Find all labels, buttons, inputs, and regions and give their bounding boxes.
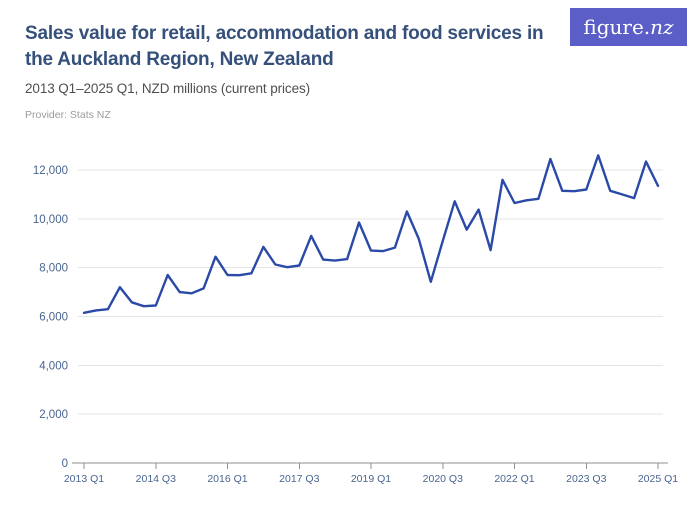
- x-tick-label: 2025 Q1: [638, 473, 678, 485]
- y-gridlines: [78, 169, 663, 415]
- x-tick-label: 2013 Q1: [64, 473, 104, 485]
- y-tick-label: 6,000: [39, 312, 68, 324]
- provider-label: Provider: Stats NZ: [25, 109, 111, 122]
- chart-canvas: 0 2,000 4,000 6,000 8,000 10,000 12,000 2013 Q1…: [33, 154, 678, 485]
- sales-line-series: [82, 154, 660, 315]
- x-axis-labels: 2013 Q1 2014 Q3 2016 Q1 2017 Q3 2019 Q1 2020 …: [64, 473, 678, 485]
- page-title-line1: Sales value for retail, accommodation an…: [25, 23, 544, 44]
- line-chart: 0 2,000 4,000 6,000 8,000 10,000 12,000 2013 Q1…: [0, 140, 700, 525]
- x-tick-label: 2022 Q1: [494, 473, 534, 485]
- y-tick-label: 0: [62, 458, 68, 470]
- y-axis-labels: 0 2,000 4,000 6,000 8,000 10,000 12,000: [33, 165, 68, 470]
- page-title: Sales value for retail, accommodation an…: [25, 21, 585, 72]
- y-tick-label: 2,000: [39, 409, 68, 421]
- x-tick-label: 2014 Q3: [136, 473, 176, 485]
- x-tick-label: 2016 Q1: [207, 473, 247, 485]
- x-tick-marks: [83, 463, 659, 469]
- y-tick-label: 10,000: [33, 214, 68, 226]
- y-tick-label: 4,000: [39, 360, 68, 372]
- x-tick-label: 2019 Q1: [351, 473, 391, 485]
- x-tick-label: 2017 Q3: [279, 473, 319, 485]
- figure-nz-logo-text: figure.nz: [583, 15, 674, 39]
- y-tick-label: 12,000: [33, 165, 68, 177]
- y-tick-label: 8,000: [39, 263, 68, 275]
- x-tick-label: 2020 Q3: [423, 473, 463, 485]
- chart-subtitle: 2013 Q1–2025 Q1, NZD millions (current p…: [25, 81, 311, 97]
- page-title-line2: the Auckland Region, New Zealand: [25, 48, 334, 70]
- figure-nz-logo[interactable]: figure.nz: [570, 8, 687, 46]
- x-tick-label: 2023 Q3: [566, 473, 606, 485]
- chart-header: Sales value for retail, accommodation an…: [25, 21, 585, 121]
